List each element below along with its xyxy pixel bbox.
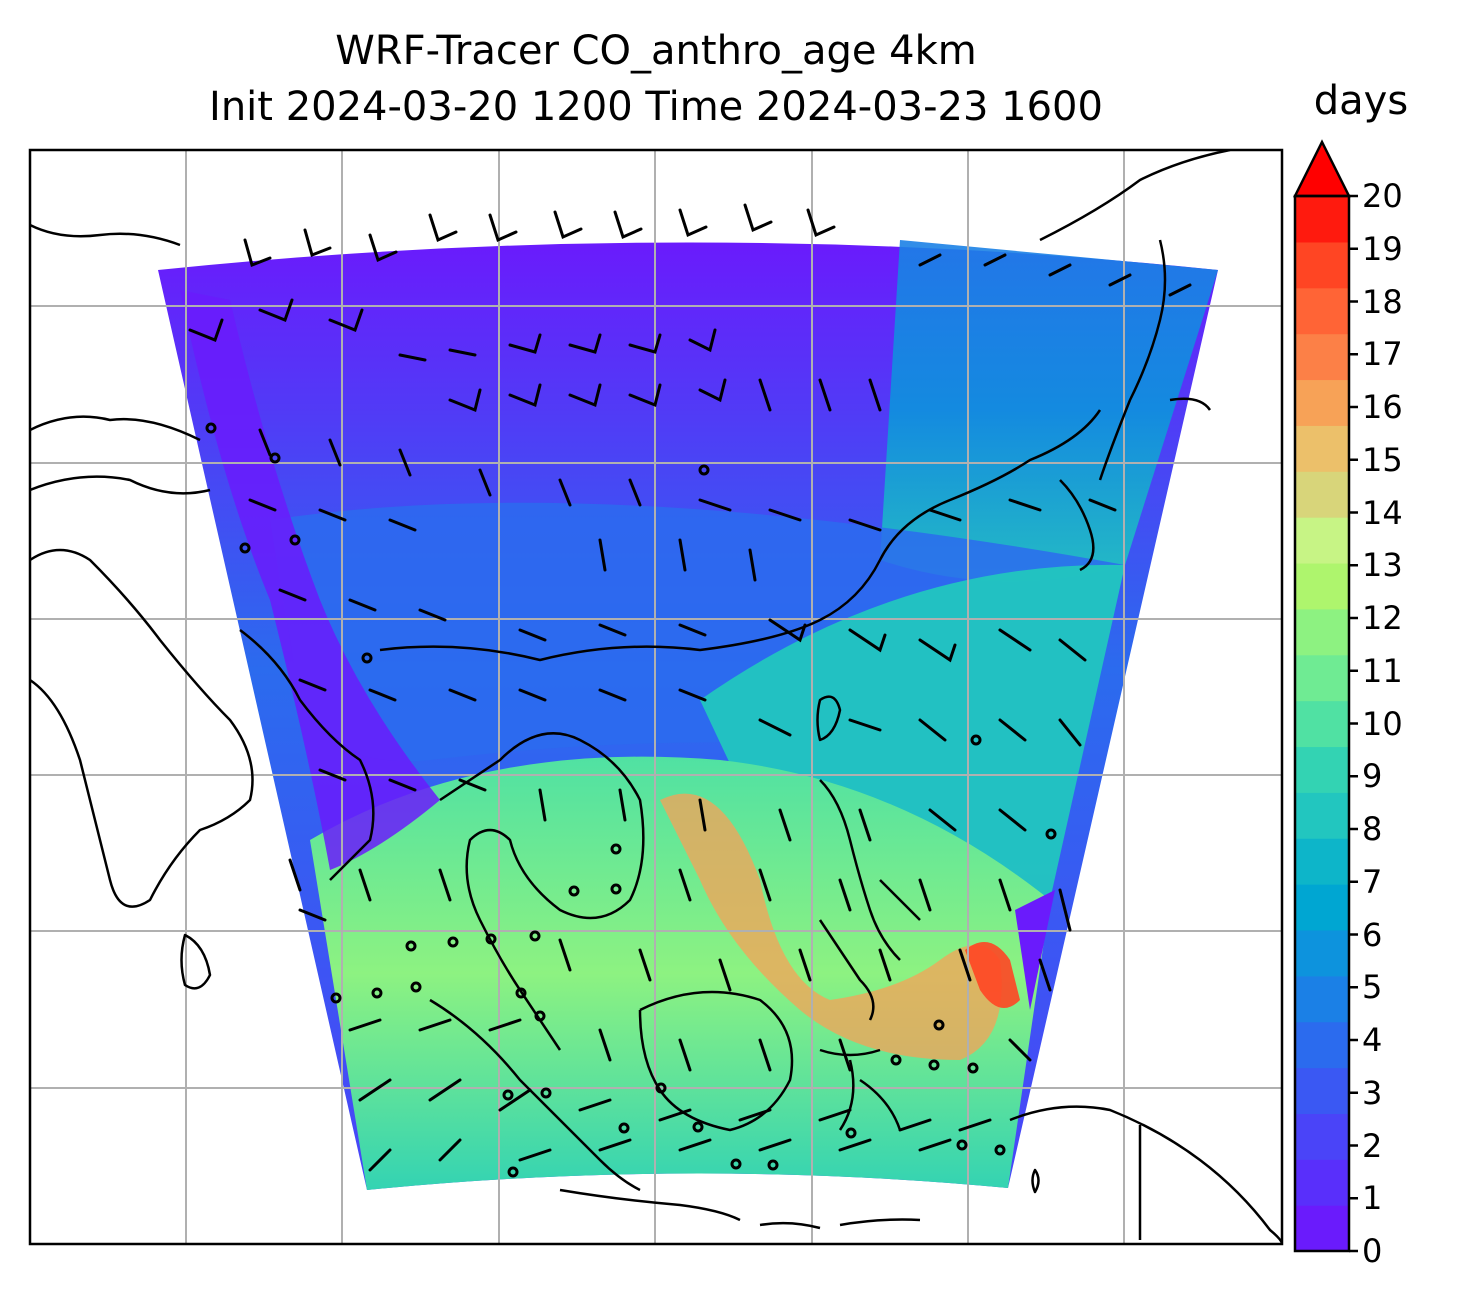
colorbar-segment bbox=[1295, 196, 1349, 243]
colorbar-segment bbox=[1295, 700, 1349, 748]
map-title-line2: Init 2024-03-20 1200 Time 2024-03-23 160… bbox=[209, 84, 1103, 130]
colorbar-tick-label: 7 bbox=[1362, 862, 1383, 901]
coastline-taiwan bbox=[816, 695, 842, 742]
colorbar-tick-label: 18 bbox=[1362, 282, 1403, 321]
colorbar-segment bbox=[1295, 241, 1349, 289]
coastline-sulawesi bbox=[819, 1048, 902, 1131]
coastline-japan bbox=[1098, 239, 1212, 481]
calm-wind-markers bbox=[205, 422, 1057, 1178]
colorbar-tick-label: 4 bbox=[1362, 1021, 1383, 1059]
coastline-java bbox=[559, 1188, 741, 1222]
colorbar-tick-label: 13 bbox=[1362, 546, 1403, 585]
tracer-field-east bbox=[880, 240, 1218, 582]
colorbar-tick-label: 17 bbox=[1362, 335, 1403, 374]
colorbar-segment bbox=[1295, 1205, 1349, 1252]
colorbar-segment bbox=[1295, 975, 1349, 1023]
coastline-india bbox=[30, 548, 254, 908]
colorbar-tick-label: 12 bbox=[1362, 599, 1403, 637]
tracer-field-max-east bbox=[965, 942, 1020, 1008]
colorbar-tick-label: 0 bbox=[1362, 1232, 1383, 1270]
colorbar-segment bbox=[1295, 1113, 1349, 1160]
colorbar-segment bbox=[1295, 838, 1349, 885]
colorbar-segment bbox=[1295, 884, 1349, 931]
coastline-kamchatka bbox=[1039, 150, 1231, 242]
colorbar-segment bbox=[1295, 654, 1349, 702]
colorbar-tick-label: 16 bbox=[1362, 388, 1403, 426]
colorbar-tick-label: 9 bbox=[1362, 757, 1383, 796]
colorbar-tick-label: 5 bbox=[1362, 968, 1383, 1007]
colorbar-segment bbox=[1295, 608, 1349, 656]
colorbar-segment bbox=[1295, 517, 1349, 564]
coastline-srilanka bbox=[180, 933, 212, 990]
colorbar-tick-label: 3 bbox=[1362, 1073, 1383, 1112]
tracer-field-south bbox=[310, 756, 1050, 1190]
colorbar-segment bbox=[1295, 1159, 1349, 1206]
colorbar-segment bbox=[1295, 287, 1349, 335]
map-title-line1: WRF-Tracer CO_anthro_age 4km bbox=[335, 28, 977, 74]
tracer-field-old-arc bbox=[660, 793, 1002, 1060]
colorbar-segment bbox=[1295, 471, 1349, 518]
colorbar-segment bbox=[1295, 792, 1349, 839]
tracer-field-purple-east bbox=[1015, 890, 1055, 1010]
tracer-field-purple-west bbox=[180, 290, 440, 870]
colorbar-tick-label: 1 bbox=[1362, 1179, 1383, 1218]
map-plot-area bbox=[30, 150, 1282, 1244]
colorbar-tick-label: 11 bbox=[1362, 651, 1403, 690]
colorbar-segment bbox=[1295, 1021, 1349, 1069]
gridlines bbox=[30, 150, 1282, 1244]
colorbar-tick-label: 20 bbox=[1362, 177, 1403, 215]
colorbar-extend-arrow bbox=[1292, 139, 1352, 198]
coastline-philippines bbox=[818, 779, 921, 1021]
coastline-indochina bbox=[439, 732, 645, 1051]
colorbar-tick-label: 2 bbox=[1362, 1126, 1383, 1165]
coastline-pacific-islands bbox=[759, 1168, 1040, 1230]
coastline-bay-bengal bbox=[239, 629, 375, 881]
coastlines bbox=[30, 150, 1282, 1244]
colorbar-segment bbox=[1295, 929, 1349, 977]
colorbar-tick-label: 10 bbox=[1362, 704, 1403, 743]
wind-barbs bbox=[188, 203, 1192, 1172]
colorbar-unit-label: days bbox=[1313, 78, 1409, 124]
colorbar-segment bbox=[1295, 333, 1349, 381]
colorbar-segments bbox=[1295, 196, 1349, 1252]
colorbar-tick-label: 14 bbox=[1362, 493, 1403, 532]
colorbar-ticks bbox=[1349, 194, 1358, 1253]
colorbar-tick-label: 15 bbox=[1362, 440, 1403, 479]
coastline-china bbox=[379, 409, 1102, 662]
map-frame bbox=[28, 148, 1284, 1246]
colorbar-tick-label: 8 bbox=[1362, 810, 1383, 848]
colorbar-segment bbox=[1295, 562, 1349, 610]
colorbar-tick-label: 6 bbox=[1362, 915, 1383, 954]
colorbar-segment bbox=[1295, 746, 1349, 793]
colorbar-segment bbox=[1295, 1067, 1349, 1114]
coastline-korea bbox=[1059, 479, 1095, 572]
colorbar-segment bbox=[1295, 425, 1349, 472]
coastline-sumatra bbox=[429, 998, 641, 1192]
colorbar-segment bbox=[1295, 379, 1349, 426]
coastline-north-india bbox=[30, 223, 211, 495]
colorbar bbox=[1292, 139, 1358, 1253]
coastline-newguinea bbox=[1009, 1105, 1282, 1244]
colorbar-tick-label: 19 bbox=[1362, 229, 1403, 268]
